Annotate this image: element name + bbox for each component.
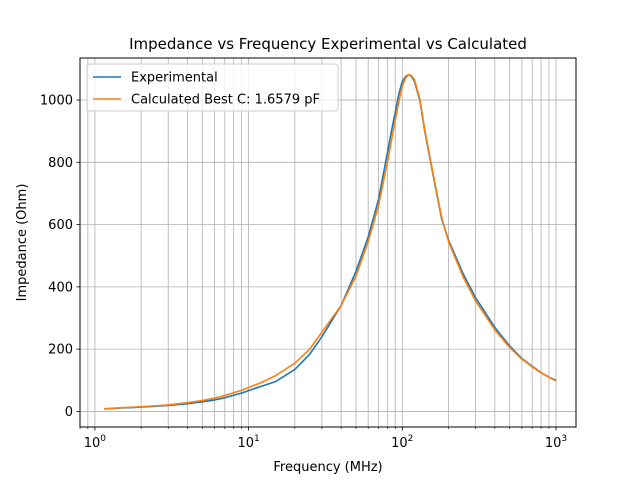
y-tick-label: 400 xyxy=(48,280,73,295)
series-lines xyxy=(104,73,557,410)
series-line-1 xyxy=(104,73,557,410)
chart-title: Impedance vs Frequency Experimental vs C… xyxy=(129,35,527,53)
ticks: 100 101 102 103 0 200 400 600 800 1000 xyxy=(40,94,567,451)
y-axis-label: Impedance (Ohm) xyxy=(15,184,30,302)
y-tick-label: 600 xyxy=(48,218,73,233)
y-tick-label: 800 xyxy=(48,156,73,171)
x-tick-label: 102 xyxy=(391,434,413,451)
x-tick-label: 101 xyxy=(237,434,259,451)
y-tick-label: 0 xyxy=(65,405,73,420)
series-line-2 xyxy=(104,73,557,410)
y-tick-label: 1000 xyxy=(40,94,73,109)
x-tick-label: 103 xyxy=(545,434,567,451)
x-tick-label: 100 xyxy=(84,434,107,451)
legend-entry-2: Calculated Best C: 1.6579 pF xyxy=(131,93,320,108)
legend-box xyxy=(86,63,339,112)
plot-frame xyxy=(79,57,577,428)
y-tick-label: 200 xyxy=(48,343,73,358)
legend: Experimental Calculated Best C: 1.6579 pF xyxy=(86,63,339,112)
legend-entry-1: Experimental xyxy=(131,71,218,86)
x-axis-label: Frequency (MHz) xyxy=(273,460,382,475)
